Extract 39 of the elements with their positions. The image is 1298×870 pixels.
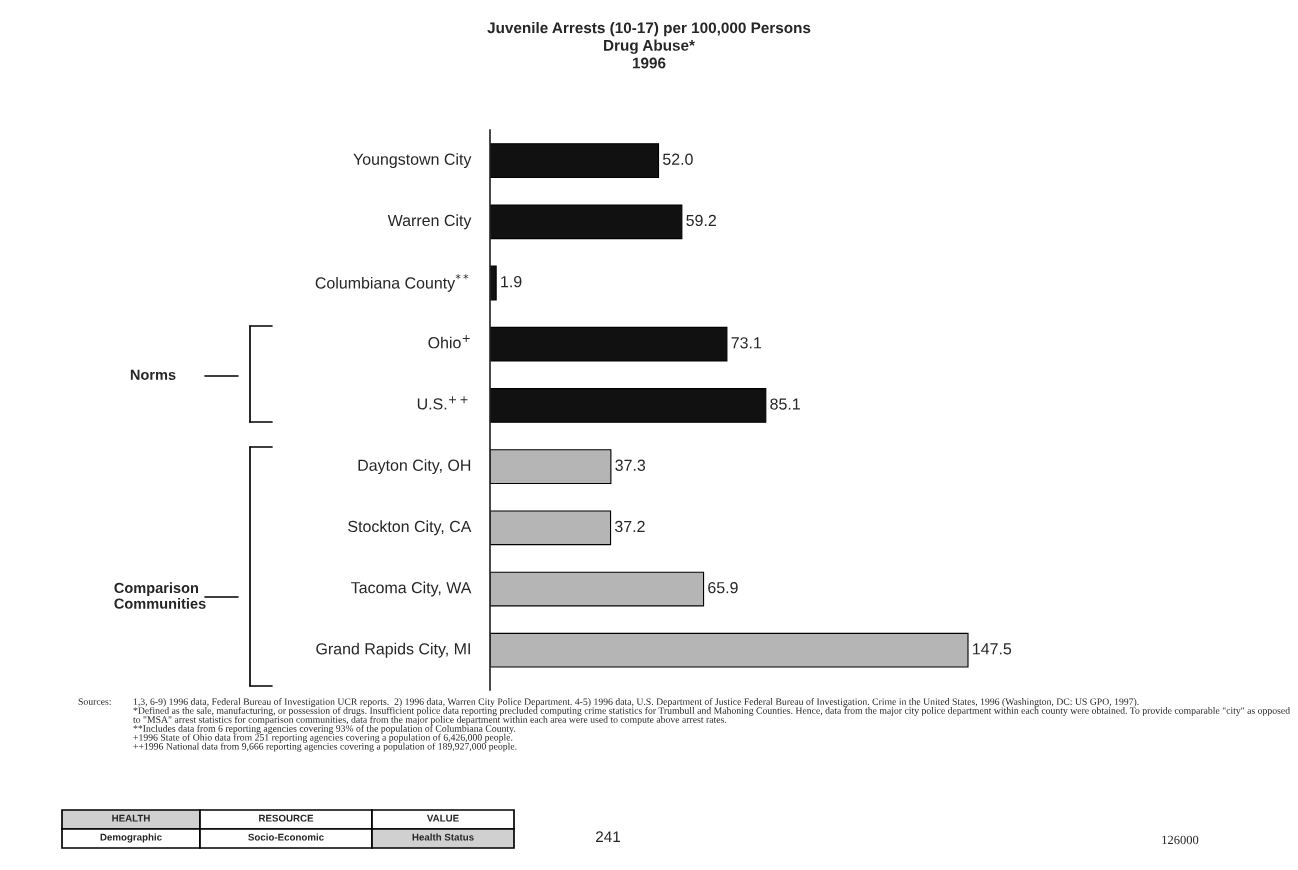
- y-tick-label: Columbiana County$^{**}$: [315, 274, 469, 292]
- chart-title: Juvenile Arrests (10-17) per 100,000 Persons Drug Abuse* 1996: [487, 22, 811, 69]
- text: Comparison Communities: [114, 582, 206, 609]
- bar: [490, 204, 683, 240]
- data-label: 1.9: [501, 275, 522, 288]
- y-tick-label: Ohio$^{+}$: [428, 335, 470, 349]
- text: 126000: [1162, 835, 1199, 845]
- y-tick-label: U.S.$^{++}$: [417, 396, 468, 410]
- data-label: 147.5: [973, 643, 1012, 655]
- text: Demographic: [100, 833, 162, 843]
- bar: [490, 510, 612, 546]
- data-label: 37.3: [615, 459, 646, 471]
- text: Norms: [130, 369, 176, 380]
- y-tick-label: Dayton City, OH: [358, 459, 471, 475]
- data-label: 73.1: [731, 337, 762, 349]
- y-tick-label: Youngstown City: [353, 153, 472, 169]
- bar: [490, 143, 660, 178]
- data-label: 85.1: [770, 398, 800, 410]
- data-label: 37.2: [614, 520, 645, 533]
- text: VALUE: [426, 814, 459, 822]
- y-tick-label: Grand Rapids City, MI: [316, 642, 470, 658]
- bar: [490, 632, 969, 668]
- bar: [490, 326, 728, 362]
- data-label: 65.9: [708, 581, 738, 594]
- data-label: 59.2: [686, 214, 716, 227]
- text: RESOURCE: [259, 814, 314, 822]
- y-tick-label: Stockton City, CA: [348, 520, 472, 536]
- source-note: Sources:: [78, 698, 111, 705]
- bar: [490, 449, 612, 484]
- text: Health Status: [412, 833, 474, 841]
- text: 1,3, 6-9) 1996 data, Federal Bureau of Investigation UCR reports. 2) 1996 data, Warren City Police Department. 4-5) 1996 data, U.S. Department of Justice Federal Bureau of Investigation. Crime in the United States, 1996 (Washington, DC: US GPO, 1997). *Defined as the sale, manufacturing, or possession of drugs. Insufficient police data reporting precluded computing crime statistics for Trumbull and Mahoning Counties. Hence, data from the major city police department within each county were obtained. To provide comparable "city" as opposed to "MSA" arrest statistics for comparison communities, data from the major police department within each area were used to compute above arrest rates. **Includes data from 6 reporting agencies covering 93% of the population of Columbiana County. +1996 State of Ohio data from 251 reporting agencies covering a population of 6,426,000 people. ++1996 National data from 9,666 reporting agencies covering a population of 189,927,000 people.: [133, 698, 1290, 752]
- bar: [490, 571, 705, 607]
- text: 241: [596, 831, 620, 842]
- y-tick-label: Warren City: [387, 214, 472, 230]
- bar: [490, 388, 767, 423]
- text: Socio-Economic: [248, 833, 324, 841]
- data-label: 52.0: [662, 153, 693, 165]
- text: HEALTH: [112, 814, 150, 822]
- y-tick-label: Tacoma City, WA: [351, 581, 472, 597]
